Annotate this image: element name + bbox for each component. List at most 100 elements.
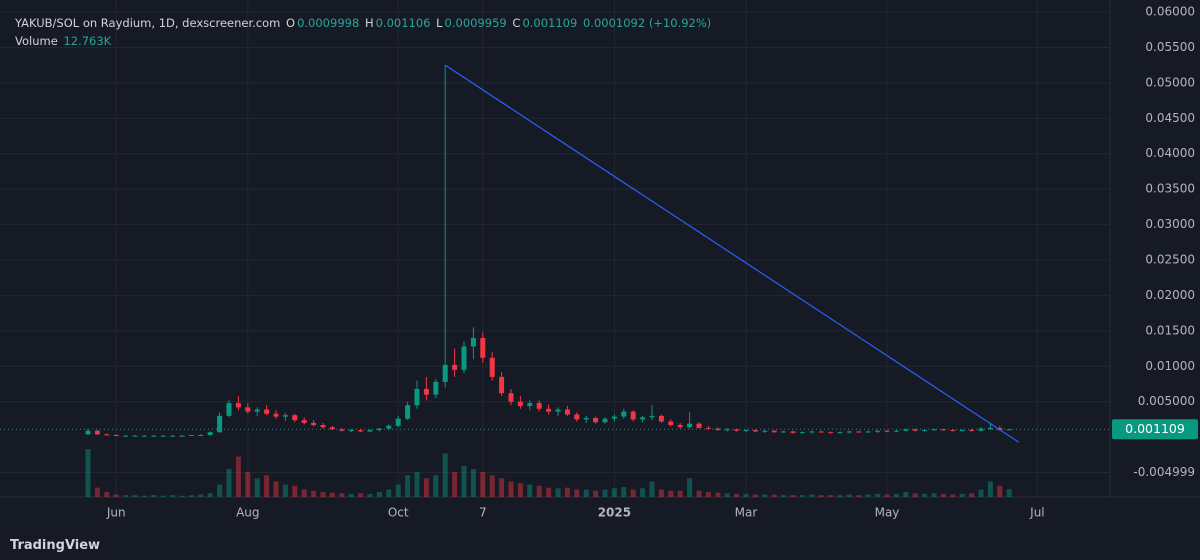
- candle-body: [809, 431, 815, 433]
- volume-bar: [809, 494, 815, 497]
- volume-bar: [649, 481, 655, 497]
- volume-bar: [734, 493, 740, 497]
- last-price-label: 0.001109: [1125, 421, 1185, 436]
- symbol: YAKUB/SOL on Raydium, 1D, dexscreener.co…: [15, 16, 281, 30]
- candle-body: [452, 364, 458, 370]
- candle-body: [414, 388, 420, 406]
- x-tick-label: Jul: [1029, 506, 1044, 520]
- candle-body: [687, 423, 693, 428]
- volume-value: 12.763K: [63, 34, 112, 48]
- volume-bar: [555, 488, 561, 497]
- volume-bar: [254, 478, 260, 497]
- y-tick-label: 0.02000: [1145, 288, 1195, 302]
- volume-bar: [696, 490, 702, 497]
- candle-body: [771, 430, 777, 433]
- volume-bar: [433, 475, 439, 497]
- candle-body: [254, 409, 260, 412]
- volume-bar: [499, 478, 505, 497]
- candle-body: [922, 430, 928, 432]
- candle-body: [433, 381, 439, 395]
- volume-bar: [940, 493, 946, 497]
- volume-bar: [292, 485, 298, 497]
- candle-body: [301, 420, 307, 423]
- volume-bar: [527, 484, 533, 497]
- volume-bar: [893, 493, 899, 497]
- candle-body: [621, 411, 627, 417]
- candle-body: [499, 376, 505, 394]
- candle-body: [715, 428, 721, 431]
- y-tick-label: -0.004999: [1133, 465, 1195, 479]
- volume-title: Volume: [15, 34, 58, 48]
- candle-body: [141, 435, 147, 437]
- candle-body: [818, 431, 824, 433]
- volume-bar: [564, 487, 570, 497]
- volume-bar: [1006, 489, 1012, 497]
- candle-body: [461, 346, 467, 370]
- volume-bar: [395, 484, 401, 497]
- candle-body: [790, 431, 796, 433]
- volume-bar: [358, 493, 364, 497]
- x-tick-label: Oct: [388, 506, 409, 520]
- volume-bar: [517, 483, 523, 497]
- candle-body: [893, 430, 899, 432]
- candle-body: [348, 430, 354, 432]
- candle-body: [593, 418, 599, 423]
- volume-bar: [245, 472, 251, 497]
- volume-bar: [480, 472, 486, 497]
- x-tick-label: 2025: [598, 506, 631, 520]
- volume-bar: [931, 493, 937, 497]
- volume-bar: [376, 492, 382, 497]
- footer-brand[interactable]: TradingView: [10, 538, 101, 553]
- volume-bar: [452, 472, 458, 497]
- x-tick-label: Aug: [236, 506, 259, 520]
- c-label: C: [512, 16, 521, 30]
- volume-bar: [546, 487, 552, 497]
- candle-body: [123, 435, 129, 437]
- candle-body: [170, 435, 176, 437]
- plot-background: [0, 0, 1110, 497]
- volume-bar: [997, 485, 1003, 497]
- y-tick-label: 0.01000: [1145, 359, 1195, 373]
- volume-bar: [123, 495, 129, 497]
- last-price-box: [1112, 419, 1198, 440]
- volume-bar: [705, 492, 711, 497]
- c-value: 0.001109: [522, 16, 578, 30]
- volume-bar: [875, 493, 881, 497]
- candle-body: [217, 415, 223, 433]
- candle-body: [151, 435, 157, 437]
- candle-body: [837, 432, 843, 434]
- y-tick-label: 0.04000: [1145, 146, 1195, 160]
- y-tick-label: 0.03500: [1145, 182, 1195, 196]
- volume-bar: [329, 492, 335, 497]
- candle-body: [132, 435, 138, 437]
- candle-body: [94, 430, 100, 435]
- x-tick-label: Jun: [106, 506, 126, 520]
- volume-bar: [405, 475, 411, 497]
- candle-body: [517, 401, 523, 406]
- candle-body: [113, 435, 119, 437]
- volume-bar: [978, 489, 984, 497]
- candle-body: [226, 403, 232, 416]
- volume-bar: [630, 489, 636, 497]
- candle-body: [931, 429, 937, 431]
- trendline: [444, 64, 1019, 443]
- candle-body: [245, 407, 251, 412]
- candle-body: [546, 408, 552, 412]
- candle-body: [987, 427, 993, 429]
- volume-bar: [752, 494, 758, 497]
- candle-body: [743, 430, 749, 432]
- volume-bar: [188, 495, 194, 497]
- candle-body: [282, 415, 288, 417]
- y-tick-label: 0.06000: [1145, 5, 1195, 19]
- candle-body: [781, 431, 787, 433]
- candle-body: [339, 429, 345, 431]
- volume-bar: [593, 490, 599, 497]
- volume-bar: [677, 490, 683, 497]
- candle-body: [320, 425, 326, 428]
- volume-bar: [574, 489, 580, 497]
- candle-body: [235, 403, 241, 408]
- volume-bar: [339, 493, 345, 497]
- candle-body: [583, 418, 589, 420]
- candle-body: [423, 388, 429, 395]
